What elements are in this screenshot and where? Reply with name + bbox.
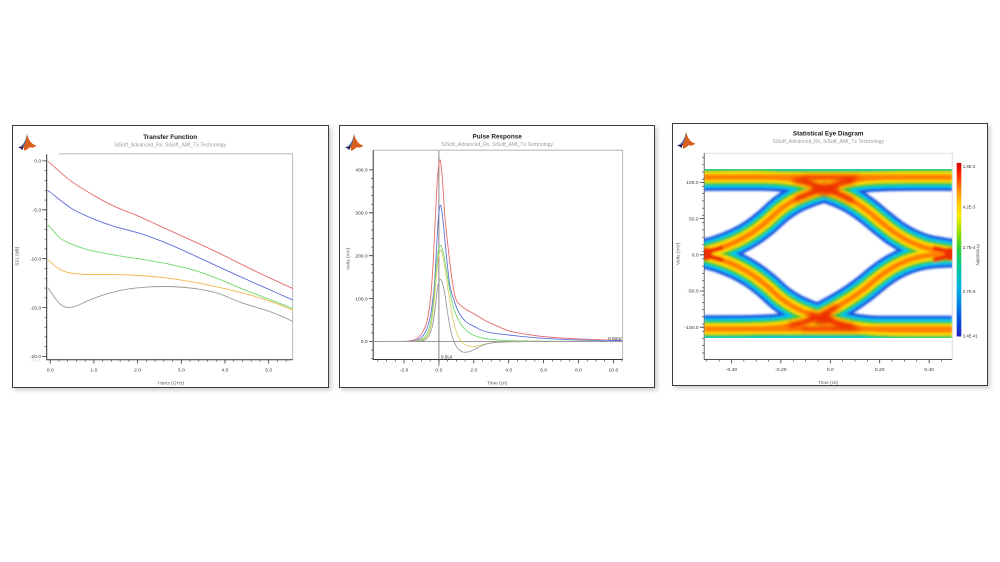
svg-text:0.5UI: 0.5UI xyxy=(441,354,452,359)
svg-text:2.0: 2.0 xyxy=(134,368,141,374)
svg-text:4.2E-3: 4.2E-3 xyxy=(963,205,976,210)
svg-text:-10.0: -10.0 xyxy=(30,256,42,262)
svg-text:-5.0: -5.0 xyxy=(33,207,42,213)
svg-text:0.0: 0.0 xyxy=(361,339,368,345)
svg-text:3.4E-41: 3.4E-41 xyxy=(963,333,979,338)
svg-text:Volts (mV): Volts (mV) xyxy=(676,242,682,265)
svg-text:-25.0: -25.0 xyxy=(30,358,41,363)
svg-text:0.40: 0.40 xyxy=(924,367,934,373)
svg-text:Volts (mV): Volts (mV) xyxy=(346,247,352,270)
svg-text:50.0: 50.0 xyxy=(689,216,699,222)
svg-text:0.0: 0.0 xyxy=(34,159,41,165)
svg-text:100.0: 100.0 xyxy=(686,180,699,186)
svg-text:-15.0: -15.0 xyxy=(30,305,42,311)
svg-text:-2.0: -2.0 xyxy=(400,367,409,373)
svg-text:SiSoft_Advanced_Rx, SiSoft_AMI: SiSoft_Advanced_Rx, SiSoft_AMI_Tx Techno… xyxy=(441,142,553,148)
svg-text:Probability: Probability xyxy=(976,244,981,266)
svg-text:S21 (dB): S21 (dB) xyxy=(15,246,21,266)
svg-text:1.0: 1.0 xyxy=(90,368,97,374)
svg-text:-20.0: -20.0 xyxy=(30,354,42,360)
svg-text:200.0: 200.0 xyxy=(355,253,368,259)
svg-text:2.7E-4: 2.7E-4 xyxy=(963,245,976,250)
svg-text:0.5mV: 0.5mV xyxy=(608,336,622,341)
svg-text:Time (UI): Time (UI) xyxy=(818,380,839,385)
svg-text:3.0: 3.0 xyxy=(178,368,185,374)
svg-text:-100.0: -100.0 xyxy=(685,325,699,331)
svg-text:Transfer Function: Transfer Function xyxy=(143,134,197,141)
svg-text:-0.20: -0.20 xyxy=(775,367,787,373)
svg-text:Statistical Eye Diagram: Statistical Eye Diagram xyxy=(793,131,864,138)
svg-text:-50.0: -50.0 xyxy=(687,289,699,295)
svg-text:SiSoft_Advanced_Rx, SiSoft_AMI: SiSoft_Advanced_Rx, SiSoft_AMI_Tx Techno… xyxy=(114,142,226,148)
svg-text:0.20: 0.20 xyxy=(875,367,885,373)
svg-text:400.0: 400.0 xyxy=(355,168,368,174)
svg-text:4.0: 4.0 xyxy=(222,368,229,374)
svg-text:4.0: 4.0 xyxy=(505,367,512,373)
svg-text:5.0: 5.0 xyxy=(265,368,272,374)
svg-text:6.0: 6.0 xyxy=(540,367,547,373)
svg-text:300.0: 300.0 xyxy=(355,210,368,216)
svg-text:SiSoft_Advanced_Rx, SiSoft_AMI: SiSoft_Advanced_Rx, SiSoft_AMI_Tx Techno… xyxy=(772,139,884,145)
svg-text:Hertz (GHz): Hertz (GHz) xyxy=(158,381,184,387)
svg-text:2.7E-9: 2.7E-9 xyxy=(963,289,976,294)
svg-text:8.0: 8.0 xyxy=(575,367,582,373)
svg-text:10.0: 10.0 xyxy=(609,367,619,373)
svg-text:0.0: 0.0 xyxy=(827,367,834,373)
svg-text:100.0: 100.0 xyxy=(355,296,368,302)
svg-text:0.0: 0.0 xyxy=(692,252,699,258)
svg-text:Time (UI): Time (UI) xyxy=(487,380,508,386)
svg-text:0.0: 0.0 xyxy=(435,367,442,373)
svg-text:Pulse Response: Pulse Response xyxy=(473,134,523,141)
svg-text:2.0: 2.0 xyxy=(470,367,477,373)
svg-text:1.8E-2: 1.8E-2 xyxy=(963,164,976,169)
svg-text:0.0: 0.0 xyxy=(47,368,54,374)
svg-text:-0.40: -0.40 xyxy=(726,367,738,373)
